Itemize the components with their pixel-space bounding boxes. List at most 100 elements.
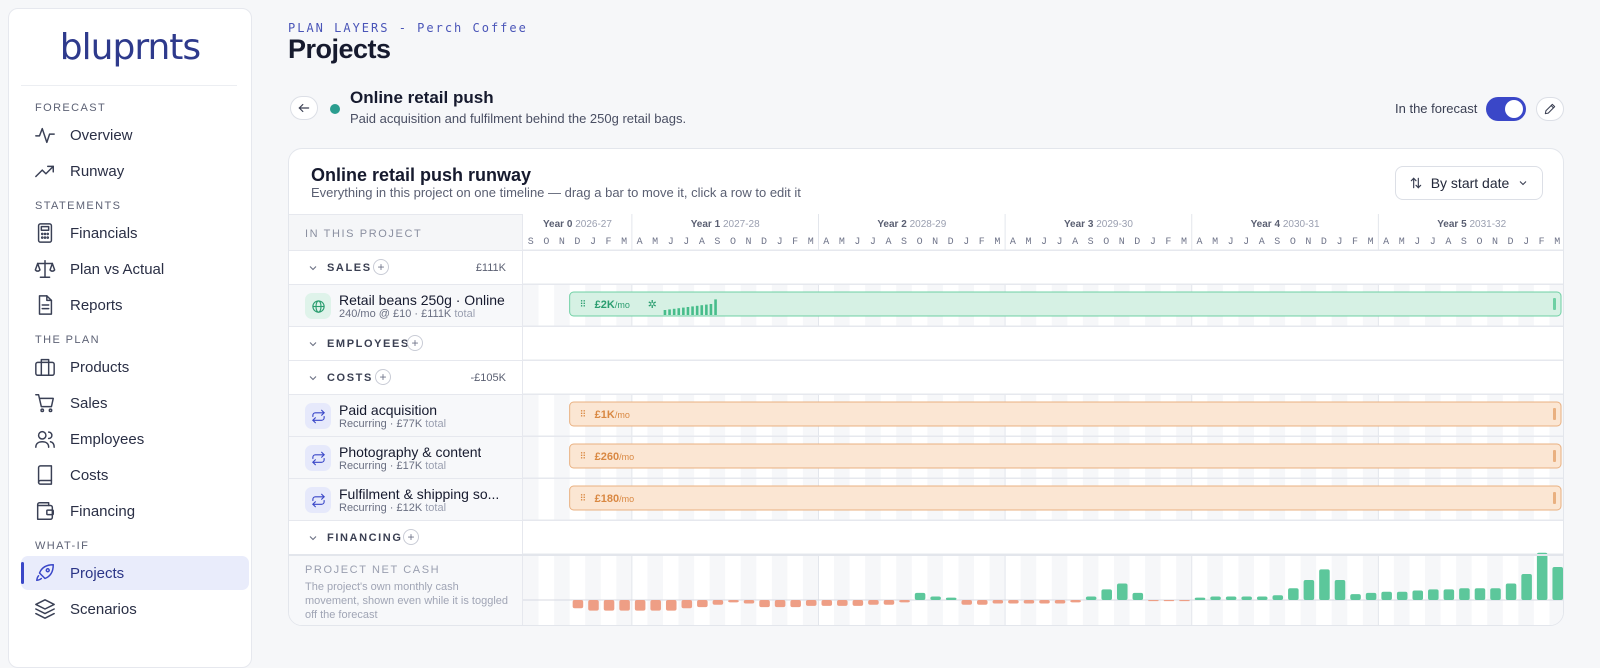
- project-description: Paid acquisition and fulfilment behind t…: [350, 111, 687, 126]
- month-tick: D: [1321, 237, 1327, 248]
- group-row-employees[interactable]: EMPLOYEES +: [289, 326, 1563, 360]
- net-cash-bar: [1490, 588, 1501, 600]
- net-cash-bar: [992, 600, 1004, 604]
- in-this-project-label: IN THIS PROJECT: [305, 228, 423, 240]
- back-button[interactable]: [290, 96, 318, 120]
- net-cash-bar: [1412, 590, 1424, 600]
- item-subtitle-value: 240/mo @ £10 · £111K: [339, 308, 452, 320]
- item-subtitle-total: total: [425, 502, 447, 514]
- sidebar-item-sales[interactable]: Sales: [21, 386, 249, 420]
- month-tick: A: [885, 237, 891, 248]
- sidebar-item-plan-vs-actual[interactable]: Plan vs Actual: [21, 252, 249, 286]
- breadcrumb: PLAN LAYERS - Perch Coffee: [288, 21, 528, 35]
- net-cash-bar: [1101, 589, 1112, 600]
- net-cash-bar: [1132, 592, 1144, 600]
- bar-value-label: £180/mo: [595, 493, 635, 505]
- net-cash-bar: [1008, 600, 1019, 604]
- group-amount: -£105K: [470, 372, 506, 384]
- group-row-bg: [523, 250, 1563, 284]
- sidebar-item-overview[interactable]: Overview: [21, 118, 249, 152]
- sidebar-item-employees[interactable]: Employees: [21, 422, 249, 456]
- month-tick: O: [730, 237, 736, 248]
- book-icon: [37, 465, 53, 485]
- add-sales-button[interactable]: +: [373, 259, 389, 275]
- ramp-bar: [705, 304, 708, 315]
- card-title: Online retail push runway: [311, 165, 532, 185]
- sort-dropdown[interactable]: By start date: [1395, 166, 1543, 200]
- month-tick: A: [637, 237, 643, 248]
- net-cash-bar: [1350, 594, 1361, 600]
- year-label: Year 2 2028-29: [877, 219, 946, 230]
- group-row-costs[interactable]: COSTS + -£105K: [289, 360, 1563, 394]
- item-subtitle-value: Recurring · £12K: [339, 502, 423, 514]
- year-label: Year 0 2026-27: [543, 219, 612, 230]
- group-row-sales[interactable]: SALES + £111K: [289, 250, 1563, 284]
- logo[interactable]: bluprnts: [59, 27, 201, 68]
- item-row-photography[interactable]: Photography & content Recurring · £17K t…: [289, 436, 1563, 478]
- net-cash-bar: [805, 600, 817, 606]
- month-tick: S: [1461, 237, 1467, 248]
- month-tick: M: [652, 237, 658, 248]
- net-cash-bar: [1505, 583, 1517, 600]
- month-tick: J: [683, 237, 689, 248]
- year-name: Year 1: [691, 219, 723, 230]
- year-range: 2026-27: [575, 219, 612, 230]
- item-row-paid-acquisition[interactable]: Paid acquisition Recurring · £77K total: [289, 394, 1563, 436]
- ramp-bar: [691, 306, 694, 315]
- net-cash-bar: [821, 600, 833, 606]
- sidebar-item-products[interactable]: Products: [21, 350, 249, 384]
- month-tick: S: [528, 237, 534, 248]
- month-tick: M: [1025, 237, 1031, 248]
- runway-card: Online retail push runway Everything in …: [288, 148, 1564, 626]
- forecast-toggle[interactable]: [1486, 97, 1526, 121]
- sidebar-item-costs[interactable]: Costs: [21, 458, 249, 492]
- item-label-cell: Photography & content Recurring · £17K t…: [289, 437, 523, 478]
- month-tick: S: [1274, 237, 1280, 248]
- net-cash-bar: [1474, 588, 1486, 600]
- sidebar-item-financing[interactable]: Financing: [21, 494, 249, 528]
- net-cash-bar: [1381, 591, 1392, 600]
- month-tick: D: [1508, 237, 1514, 248]
- sidebar-item-reports[interactable]: Reports: [21, 288, 249, 322]
- item-label-cell: Paid acquisition Recurring · £77K total: [289, 395, 523, 436]
- month-tick: N: [1305, 237, 1311, 248]
- add-financing-button[interactable]: +: [403, 529, 419, 545]
- sidebar-item-projects[interactable]: Projects: [21, 556, 249, 590]
- net-cash-bar: [759, 600, 770, 608]
- add-cost-button[interactable]: +: [375, 369, 391, 385]
- net-cash-bar: [1148, 600, 1159, 602]
- sidebar-item-label: Employees: [70, 430, 145, 448]
- net-cash-bar: [1054, 600, 1066, 604]
- activity-icon: [35, 127, 55, 144]
- chevron-down-icon[interactable]: [307, 532, 319, 544]
- year-name: Year 5: [1437, 219, 1469, 230]
- sidebar-item-runway[interactable]: Runway: [21, 154, 249, 188]
- net-cash-bar: [1334, 579, 1346, 600]
- sidebar-item-scenarios[interactable]: Scenarios: [21, 592, 249, 626]
- item-row-retail-beans[interactable]: Retail beans 250g · Online 240/mo @ £10 …: [289, 284, 1563, 326]
- group-row-financing[interactable]: FINANCING +: [289, 520, 1563, 554]
- net-cash-bar: [930, 596, 941, 600]
- net-cash-bar: [681, 600, 693, 609]
- month-tick: D: [948, 237, 954, 248]
- group-row-bg: [523, 360, 1563, 394]
- section-label-what-if: WHAT-IF: [35, 540, 90, 552]
- month-tick: A: [1383, 237, 1389, 248]
- add-employee-button[interactable]: +: [407, 335, 423, 351]
- timeline-bar: [569, 485, 1562, 511]
- chevron-down-icon[interactable]: [307, 262, 319, 274]
- ramp-bar: [709, 304, 713, 315]
- net-cash-bar: [1225, 596, 1237, 600]
- sidebar-item-financials[interactable]: Financials: [21, 216, 249, 250]
- month-tick: F: [979, 237, 985, 248]
- rocket-icon: [36, 564, 54, 582]
- chevron-down-icon[interactable]: [307, 372, 319, 384]
- trend-icon: [35, 165, 54, 178]
- item-row-fulfilment[interactable]: Fulfilment & shipping so... Recurring · …: [289, 478, 1563, 520]
- month-tick: J: [1228, 237, 1234, 248]
- group-label-cell: SALES + £111K: [289, 251, 523, 284]
- globe-icon: [311, 299, 325, 313]
- edit-project-button[interactable]: [1536, 97, 1564, 121]
- net-cash-bar: [650, 600, 661, 611]
- chevron-down-icon[interactable]: [307, 338, 319, 350]
